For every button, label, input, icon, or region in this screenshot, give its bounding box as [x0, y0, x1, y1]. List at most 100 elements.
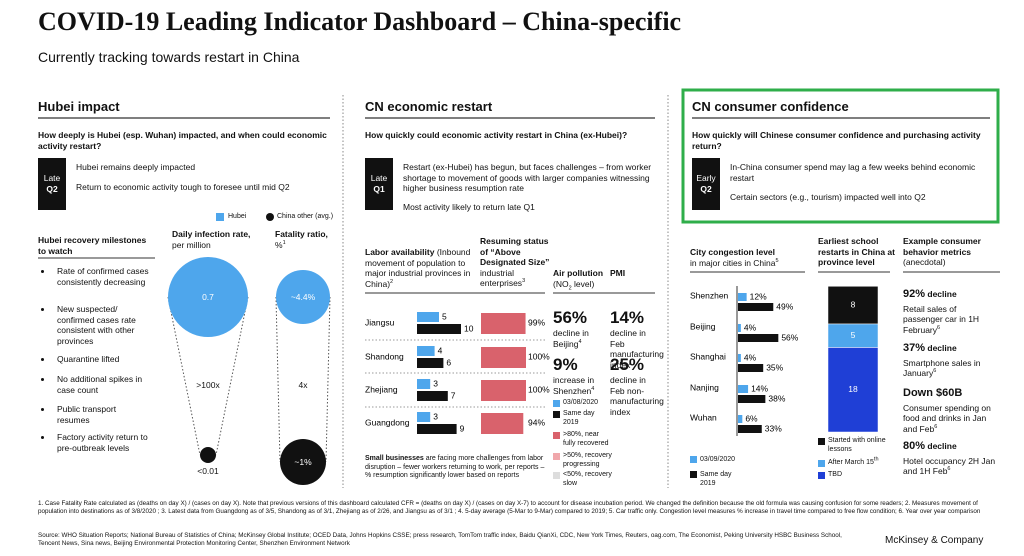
label: per million [172, 239, 211, 250]
milestone: No additional spikes in case count [41, 374, 149, 395]
footnote-ref: 2 [390, 278, 394, 285]
bar [417, 324, 461, 334]
footnote-ref: 6 [933, 368, 937, 375]
column-header: Earliest school restarts in China at pro… [818, 236, 895, 267]
bar-label: 56% [781, 332, 798, 342]
milestones-title: Hubei recovery milestones to watch [38, 235, 147, 256]
label: Fatality ratio, [275, 229, 328, 239]
milestone: Quarantine lifted [41, 354, 149, 365]
big-number: 25% [610, 355, 645, 374]
legend-swatch [818, 438, 825, 445]
label: Labor availability [365, 247, 435, 257]
metric-text: Consumer spending on food and drinks in … [903, 403, 998, 435]
section-heading: CN consumer confidence [692, 99, 849, 114]
label: decline [925, 343, 957, 353]
legend-label: <50%, recovery slow [563, 471, 612, 487]
milestone: Factory activity return to pre-outbreak … [41, 432, 148, 453]
legend-swatch [266, 213, 274, 221]
bar-label: 38% [768, 393, 785, 403]
footnote-ref: 6 [934, 423, 938, 430]
question: How quickly will Chinese consumer confid… [692, 130, 981, 151]
metric-text: decline in Feb non-manufacturing index [610, 375, 664, 417]
bar [738, 425, 762, 433]
milestone: Public transport resumes [41, 404, 149, 425]
bar [481, 380, 526, 401]
label: Small businesses [365, 455, 424, 462]
column-header: PMI [610, 268, 626, 278]
metric: 80% decline Hotel occupancy 2H Jan and 1H… [903, 441, 998, 477]
bar-label: 5 [442, 311, 447, 321]
connector [325, 296, 331, 463]
bar-label: 3 [433, 378, 438, 388]
row-label: Shanghai [690, 351, 726, 361]
label: decline [925, 441, 957, 451]
metric-text: decline in Beijing4 [553, 328, 608, 349]
title: COVID-19 Leading Indicator Dashboard – C… [38, 7, 682, 36]
bar [738, 354, 741, 362]
hubei-circle [276, 270, 330, 324]
row-label: Wuhan [690, 412, 717, 422]
section-heading: CN economic restart [365, 99, 493, 114]
footnote-ref: 5 [775, 257, 779, 264]
subscript: 2 [568, 285, 572, 292]
big-number: 80% [903, 440, 926, 452]
row-label: Beijing [690, 321, 716, 331]
label: Resuming status of “Above Designated Siz… [480, 236, 550, 267]
bar [417, 346, 435, 356]
column-header: Example consumer behavior metrics (anecd… [903, 236, 998, 268]
point: Hubei remains deeply impacted [76, 162, 196, 172]
metric: Down $60B Consumer spending on food and d… [903, 388, 998, 434]
label: Daily infection rate, [172, 229, 251, 239]
status-text: Late [43, 173, 61, 183]
bar-label: 35% [766, 362, 783, 372]
bar-label: 94% [528, 417, 545, 427]
legend-label: 03/08/2020 [563, 399, 599, 406]
legend-swatch [553, 432, 560, 439]
legend-label: China other (avg.) [277, 213, 334, 220]
connector [215, 296, 249, 456]
section-heading: Hubei impact [38, 99, 120, 114]
connector [275, 296, 281, 463]
bar-label: 100% [528, 351, 550, 361]
column-header: City congestion level in major cities in … [690, 247, 805, 268]
status-text: Q2 [700, 184, 712, 194]
legend-swatch [690, 456, 697, 463]
legend-label: 03/09/2020 [700, 456, 736, 463]
metric-text: Hotel occupancy 2H Jan and 1H Feb6 [903, 456, 998, 477]
label: Retail sales of passenger car in 1H Febr… [903, 303, 980, 335]
legend-label: Started with online lessons [828, 437, 886, 453]
circle-label: <0.01 [197, 466, 219, 476]
bar [738, 385, 749, 393]
bar [481, 313, 526, 334]
hubei-circle [168, 257, 248, 337]
connector [167, 296, 201, 456]
label: Smartphone sales in January [903, 357, 981, 379]
bar [738, 293, 747, 301]
label: (anecdotal) [903, 257, 946, 267]
label: Air pollution [553, 268, 604, 278]
brand: McKinsey & Company [885, 535, 984, 546]
superscript: th [873, 456, 879, 463]
big-number: 37% [903, 342, 926, 354]
row-label: Shenzhen [690, 290, 729, 300]
question: How deeply is Hubei (esp. Wuhan) impacte… [38, 130, 327, 151]
milestone: Rate of confirmed cases consistently dec… [41, 266, 149, 287]
label: City congestion level [690, 247, 776, 257]
metric-label: Daily infection rate, per million [172, 229, 252, 250]
bar [417, 424, 457, 434]
big-number: Down $60B [903, 387, 963, 399]
bar-label: 99% [528, 317, 545, 327]
segment-label: 8 [851, 299, 856, 309]
label: Hotel occupancy 2H Jan and 1H Feb [903, 455, 996, 477]
status-text: Q1 [373, 184, 385, 194]
bar [417, 412, 431, 422]
label: industrial enterprises [480, 267, 523, 289]
circle-label: 0.7 [202, 292, 214, 302]
point: In-China consumer spend may lag a few we… [730, 162, 976, 183]
legend-label: Hubei [228, 213, 247, 220]
bar-label: 4% [744, 322, 757, 332]
bar [417, 312, 439, 322]
label: decline [925, 289, 957, 299]
legend-label: After March 15th [828, 456, 893, 468]
